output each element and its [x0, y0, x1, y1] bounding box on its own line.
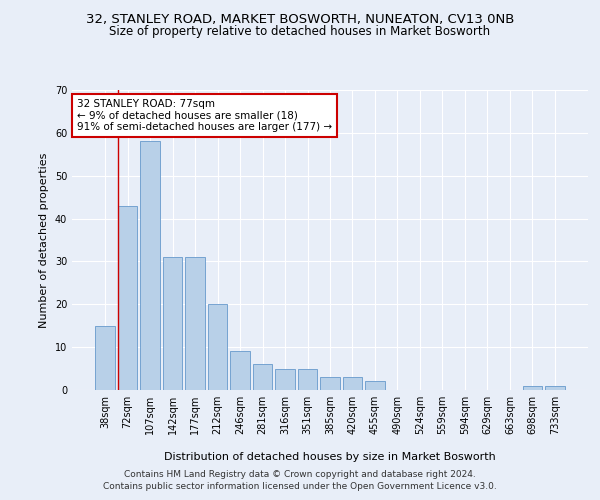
- Text: Contains HM Land Registry data © Crown copyright and database right 2024.: Contains HM Land Registry data © Crown c…: [124, 470, 476, 479]
- Bar: [253, 364, 272, 390]
- Y-axis label: Number of detached properties: Number of detached properties: [39, 152, 49, 328]
- Bar: [185, 257, 205, 390]
- Text: Contains public sector information licensed under the Open Government Licence v3: Contains public sector information licen…: [103, 482, 497, 491]
- Text: Distribution of detached houses by size in Market Bosworth: Distribution of detached houses by size …: [164, 452, 496, 462]
- Bar: [140, 142, 160, 390]
- Bar: [208, 304, 227, 390]
- Bar: [545, 386, 565, 390]
- Bar: [298, 368, 317, 390]
- Text: Size of property relative to detached houses in Market Bosworth: Size of property relative to detached ho…: [109, 25, 491, 38]
- Bar: [320, 377, 340, 390]
- Bar: [95, 326, 115, 390]
- Bar: [365, 382, 385, 390]
- Text: 32 STANLEY ROAD: 77sqm
← 9% of detached houses are smaller (18)
91% of semi-deta: 32 STANLEY ROAD: 77sqm ← 9% of detached …: [77, 99, 332, 132]
- Text: 32, STANLEY ROAD, MARKET BOSWORTH, NUNEATON, CV13 0NB: 32, STANLEY ROAD, MARKET BOSWORTH, NUNEA…: [86, 12, 514, 26]
- Bar: [163, 257, 182, 390]
- Bar: [275, 368, 295, 390]
- Bar: [118, 206, 137, 390]
- Bar: [523, 386, 542, 390]
- Bar: [230, 352, 250, 390]
- Bar: [343, 377, 362, 390]
